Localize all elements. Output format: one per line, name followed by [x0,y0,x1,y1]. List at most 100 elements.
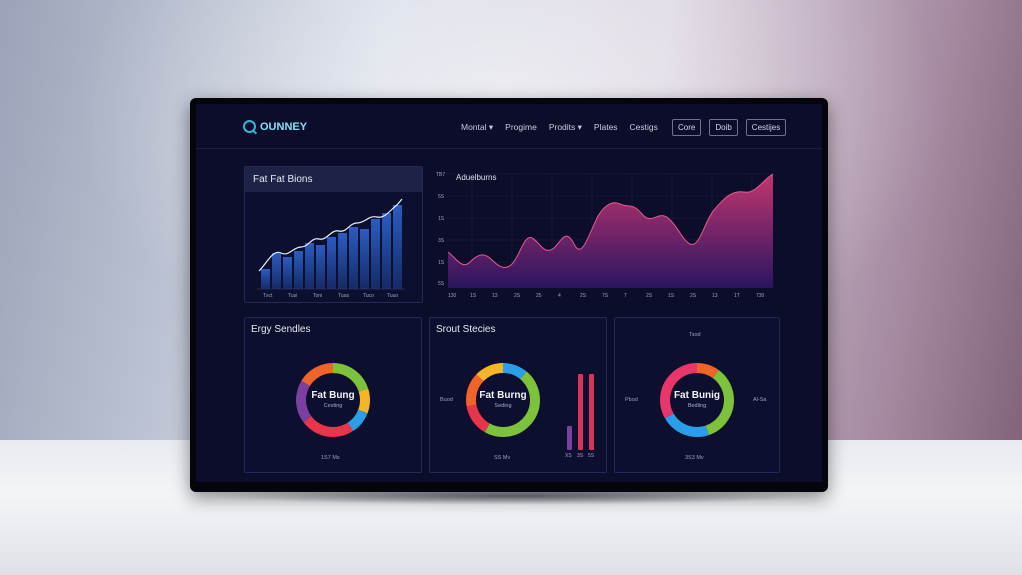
nav-item-progime[interactable]: Progime [505,122,537,132]
bar [382,213,391,289]
x-tick: 1S [668,293,675,299]
sport-donut-card: Srout Stecies XS 3S 5S Fat Burng Seding … [429,317,607,473]
bar [393,205,402,289]
card-title: Fat Fat Bions [253,174,313,185]
donut-footer: 3S3 Mv [685,455,704,461]
bar-tick: 5S [588,453,595,459]
y-tick: 1S [438,216,445,222]
donut-segment [466,363,540,437]
donut-chart: XS 3S 5S [466,363,595,459]
donut-side-label: Buod [440,397,453,403]
header-divider [196,148,822,149]
card-title: Srout Stecies [436,324,496,335]
x-tick: 1S [470,293,477,299]
area-line [447,173,774,268]
y-tick: 3S [438,238,445,244]
donut-segment [296,363,370,437]
x-tick: Tuco [363,293,374,299]
area-fill [448,174,773,288]
bar [567,426,572,450]
x-tick: 7S [602,293,609,299]
bar [261,269,270,289]
bar [338,233,347,289]
nav-item-cestigs[interactable]: Cestigs [629,122,658,132]
donut-footer: 1S7 Ms [321,455,340,461]
dashboard-screen: OUNNEY Montal ▾ Progime Prodits ▾ Plates… [196,104,822,482]
monitor: OUNNEY Montal ▾ Progime Prodits ▾ Plates… [190,98,828,492]
bar [283,257,292,289]
x-tick: 25 [536,293,542,299]
donut-label: Fat Burng [479,390,527,401]
donut-side-label-left: Pbod [625,397,638,403]
y-tick: TB7 [436,172,445,178]
bar [294,251,303,289]
donut-segment [660,363,734,437]
bar [360,229,369,289]
donut-segment [296,363,370,437]
bar [578,374,583,450]
x-tick: 13 [712,293,718,299]
x-tick: 1T [734,293,740,299]
nav-item-prodits[interactable]: Prodits ▾ [548,122,582,132]
x-tick: Toni [313,293,322,299]
bar [349,227,358,289]
bar-line-chart: Txct Tusi Toni Tusa Tuco Tuuo [257,198,405,299]
brand[interactable]: OUNNEY [243,120,307,133]
donut-sublabel: Bedling [687,403,707,409]
x-tick: 2S [690,293,697,299]
brand-name: OUNNEY [260,120,308,133]
donut-segment [466,363,540,437]
x-tick: 2S [514,293,521,299]
x-tick: 4 [558,293,561,299]
y-tick: 1S [438,260,445,266]
donut-segment [660,363,734,437]
x-tick: 130 [448,293,457,299]
x-tick: Tusi [288,293,297,299]
donut-segment [466,363,540,437]
bar [316,245,325,289]
area-chart: Aduelburns TB7 5S 1S 3S 1S 5S 130 1S 13 … [436,172,774,299]
trend-line [258,198,403,272]
chart-title: Aduelburns [456,173,496,182]
bar [589,374,594,450]
fat-burn-card: Fat Fat Bions [244,166,423,303]
y-tick: 5S [438,281,445,287]
donut-label: Fat Bunig [673,390,721,401]
donut-header: Tsod [689,332,701,338]
donut-chart [296,363,370,437]
nav-item-plates[interactable]: Plates [593,122,618,132]
area-chart-card: Aduelburns TB7 5S 1S 3S 1S 5S 130 1S 13 … [432,166,780,301]
nav-item-montal[interactable]: Montal ▾ [461,122,494,132]
bar [327,237,336,289]
x-tick: 2S [580,293,587,299]
bar [272,253,281,289]
nav-label: Prodits [548,122,576,132]
cestijes-button[interactable]: Cestijes [745,119,787,136]
x-tick: Tusa [338,293,349,299]
bar-tick: 3S [577,453,584,459]
fat-burn-donut-card: Tsod Fat Bunig Bedling Pbod Al-Sa 3S3 Mv [614,317,780,473]
bar [305,243,314,289]
x-tick: 730 [756,293,765,299]
energy-donut-card: Ergy Sendles Fat Bung Cesting 1S7 Ms [244,317,422,473]
donut-chart [660,363,734,437]
donut-segment [660,363,734,437]
bar-tick: XS [565,453,572,459]
x-tick: Tuuo [387,293,398,299]
donut-sublabel: Seding [494,403,512,409]
bar [371,219,380,289]
core-button[interactable]: Core [672,119,702,136]
donut-footer: SS Mv [494,455,511,461]
donut-label: Fat Bung [311,390,355,401]
doib-button[interactable]: Doib [709,119,738,136]
card-title: Ergy Sendles [251,324,311,335]
header-buttons: Core Doib Cestijes [672,119,787,136]
donut-segment [296,363,370,437]
donut-segment [296,363,370,437]
x-tick: 13 [492,293,498,299]
donut-side-label-right: Al-Sa [753,397,767,403]
donut-sublabel: Cesting [323,403,343,409]
card-header [245,167,422,192]
x-tick: Txct [263,293,273,299]
x-tick: 2S [646,293,653,299]
